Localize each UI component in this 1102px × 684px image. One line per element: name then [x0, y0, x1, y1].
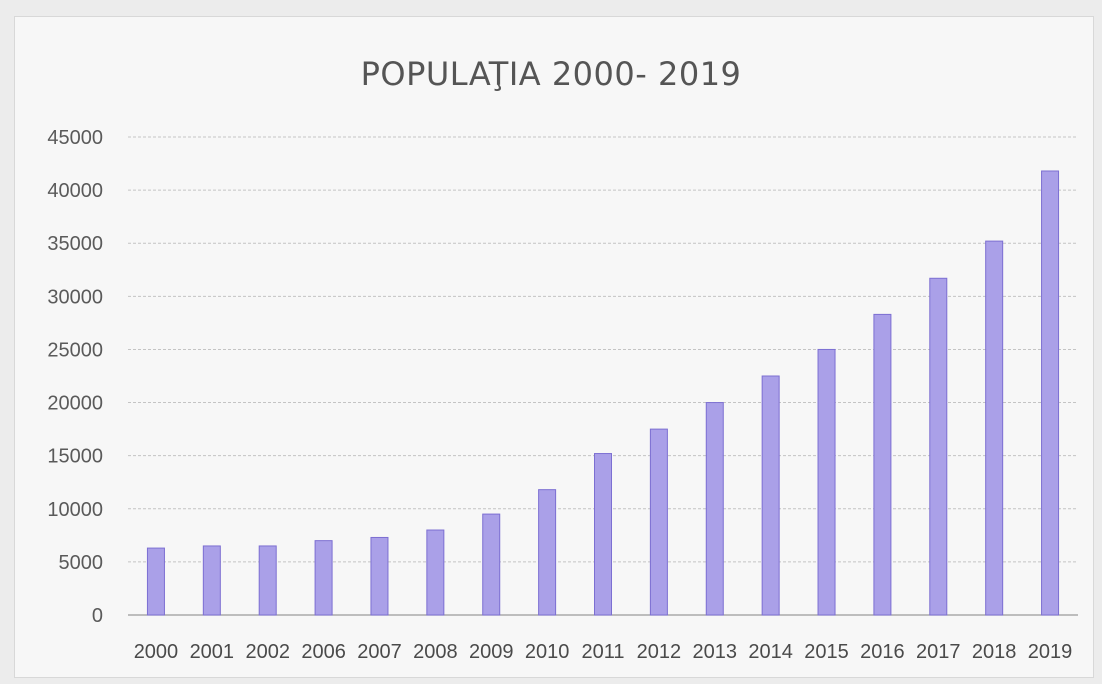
x-tick-label: 2006	[301, 641, 346, 663]
y-tick-label: 0	[92, 605, 103, 627]
bar-2006	[314, 540, 333, 616]
bar-2000	[146, 547, 165, 616]
x-tick-label: 2019	[1028, 641, 1073, 663]
y-tick-label: 35000	[47, 233, 103, 255]
x-tick-label: 2017	[916, 641, 961, 663]
bar-2008	[426, 529, 445, 616]
y-tick-label: 5000	[59, 552, 104, 574]
y-tick-label: 10000	[47, 499, 103, 521]
x-axis: 2000 2001 2002 2006 2007 2008 2009 2010 2011 2012…	[134, 641, 1073, 663]
x-tick-label: 2014	[748, 641, 793, 663]
bar-2002	[258, 545, 277, 616]
x-tick-label: 2000	[134, 641, 179, 663]
bar-2017	[929, 277, 948, 616]
y-tick-label: 20000	[47, 393, 103, 415]
y-tick-label: 40000	[47, 180, 103, 202]
y-tick-label: 30000	[47, 286, 103, 308]
x-tick-label: 2011	[581, 641, 624, 663]
bar-2010	[538, 489, 557, 616]
y-tick-label: 15000	[47, 446, 103, 468]
y-axis: 0 5000 10000 15000 20000 25000 30000 35000 40000…	[47, 127, 103, 627]
x-tick-label: 2018	[972, 641, 1017, 663]
x-tick-label: 2002	[245, 641, 290, 663]
bar-2007	[370, 536, 389, 616]
bar-2018	[985, 240, 1004, 616]
bar-2013	[705, 402, 724, 616]
x-tick-label: 2015	[804, 641, 849, 663]
y-tick-label: 45000	[47, 127, 103, 149]
bar-2016	[873, 313, 892, 616]
x-tick-label: 2012	[637, 641, 682, 663]
bar-2015	[817, 348, 836, 616]
x-tick-label: 2008	[413, 641, 458, 663]
x-tick-label: 2007	[357, 641, 402, 663]
bar-2014	[761, 375, 780, 616]
x-tick-label: 2009	[469, 641, 514, 663]
bar-series	[146, 170, 1060, 616]
chart-title: POPULAŢIA 2000- 2019	[360, 55, 742, 93]
x-tick-label: 2013	[693, 641, 738, 663]
x-tick-label: 2016	[860, 641, 905, 663]
bar-2009	[482, 513, 501, 616]
x-tick-label: 2001	[190, 641, 235, 663]
bar-2001	[202, 545, 221, 616]
bar-2012	[649, 428, 668, 616]
bar-2011	[594, 453, 612, 616]
bar-2019	[1041, 170, 1060, 616]
x-tick-label: 2010	[525, 641, 570, 663]
y-tick-label: 25000	[47, 339, 103, 361]
